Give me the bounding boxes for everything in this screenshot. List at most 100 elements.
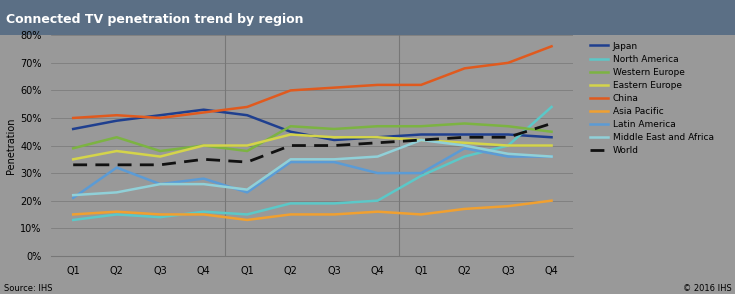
Line: Eastern Europe: Eastern Europe [74,135,551,159]
Latin America [199,177,208,180]
Japan [460,133,469,136]
North America [156,216,165,219]
Middle East and Africa [243,188,251,191]
Middle East and Africa [373,155,382,158]
North America [243,213,251,216]
Western Europe [156,149,165,153]
Eastern Europe [243,144,251,147]
North America [460,155,469,158]
Middle East and Africa [286,158,295,161]
Latin America [243,191,251,194]
Line: Latin America: Latin America [74,148,551,198]
Western Europe [373,124,382,128]
World [243,160,251,164]
Asia Pacific [547,199,556,202]
Japan [417,133,426,136]
Middle East and Africa [69,193,78,197]
World [69,163,78,167]
Latin America [330,160,339,164]
China [156,116,165,120]
World [286,144,295,147]
Middle East and Africa [547,155,556,158]
North America [286,202,295,205]
Line: World: World [74,123,551,165]
China [243,105,251,109]
Western Europe [547,130,556,133]
Western Europe [417,124,426,128]
Text: © 2016 IHS: © 2016 IHS [683,283,731,293]
China [460,66,469,70]
Japan [547,136,556,139]
World [460,136,469,139]
Asia Pacific [69,213,78,216]
Asia Pacific [417,213,426,216]
Latin America [112,166,121,169]
Latin America [373,171,382,175]
Middle East and Africa [330,158,339,161]
World [373,141,382,145]
China [286,88,295,92]
Line: China: China [74,46,551,118]
North America [199,210,208,213]
Eastern Europe [417,138,426,142]
Line: North America: North America [74,107,551,220]
China [547,44,556,48]
North America [112,213,121,216]
China [199,111,208,114]
Japan [503,133,512,136]
Eastern Europe [503,144,512,147]
Eastern Europe [112,149,121,153]
Line: Middle East and Africa: Middle East and Africa [74,140,551,195]
Latin America [547,155,556,158]
Western Europe [460,122,469,125]
Eastern Europe [547,144,556,147]
World [503,136,512,139]
Asia Pacific [243,218,251,222]
Asia Pacific [460,207,469,211]
Latin America [156,182,165,186]
World [547,122,556,125]
Text: Source: IHS: Source: IHS [4,283,52,293]
Middle East and Africa [417,138,426,142]
Eastern Europe [199,144,208,147]
Eastern Europe [286,133,295,136]
Western Europe [330,127,339,131]
World [199,158,208,161]
Eastern Europe [460,141,469,145]
Eastern Europe [156,155,165,158]
Middle East and Africa [460,144,469,147]
Middle East and Africa [156,182,165,186]
Latin America [286,160,295,164]
Middle East and Africa [199,182,208,186]
Eastern Europe [69,158,78,161]
Western Europe [243,149,251,153]
Latin America [69,196,78,200]
Western Europe [503,124,512,128]
Asia Pacific [330,213,339,216]
North America [503,144,512,147]
North America [417,174,426,178]
Line: Japan: Japan [74,110,551,140]
Japan [69,127,78,131]
Asia Pacific [373,210,382,213]
North America [69,218,78,222]
Western Europe [286,124,295,128]
Western Europe [112,136,121,139]
Japan [156,113,165,117]
Japan [199,108,208,111]
World [330,144,339,147]
Asia Pacific [112,210,121,213]
Latin America [417,171,426,175]
Western Europe [199,144,208,147]
Eastern Europe [373,136,382,139]
Asia Pacific [503,204,512,208]
Asia Pacific [199,213,208,216]
Japan [330,138,339,142]
China [373,83,382,87]
Western Europe [69,146,78,150]
Text: Connected TV penetration trend by region: Connected TV penetration trend by region [6,13,304,26]
Japan [373,136,382,139]
Line: Western Europe: Western Europe [74,123,551,151]
Japan [243,113,251,117]
China [330,86,339,89]
